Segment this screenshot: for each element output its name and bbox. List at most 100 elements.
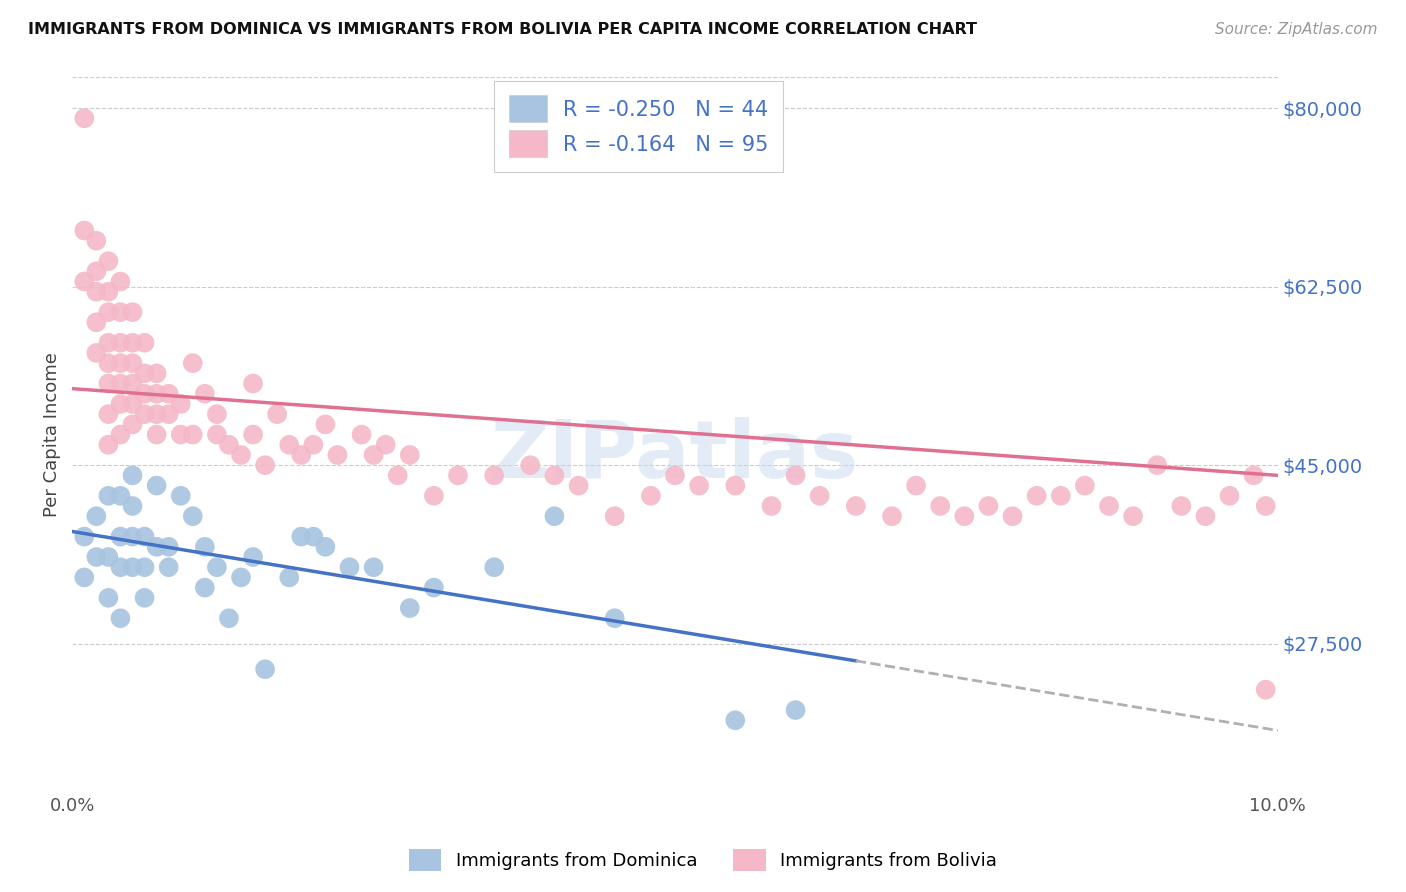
Point [134, 591, 156, 605]
Point [97, 407, 120, 421]
Point [339, 560, 361, 574]
Point [953, 509, 976, 524]
Point [194, 540, 217, 554]
Point [121, 530, 143, 544]
Point [110, 560, 132, 574]
Point [181, 427, 204, 442]
Point [314, 417, 336, 432]
Point [1170, 499, 1192, 513]
Point [157, 407, 180, 421]
Point [929, 499, 952, 513]
Point [567, 478, 589, 492]
Point [110, 305, 132, 319]
Point [73, 223, 96, 237]
Point [134, 530, 156, 544]
Point [194, 386, 217, 401]
Point [97, 438, 120, 452]
Point [145, 478, 167, 492]
Point [326, 448, 349, 462]
Point [97, 591, 120, 605]
Point [145, 367, 167, 381]
Point [110, 530, 132, 544]
Point [603, 611, 626, 625]
Point [1098, 499, 1121, 513]
Point [374, 438, 396, 452]
Point [145, 540, 167, 554]
Point [543, 509, 565, 524]
Point [1049, 489, 1071, 503]
Point [121, 560, 143, 574]
Point [724, 478, 747, 492]
Point [278, 570, 301, 584]
Point [447, 468, 470, 483]
Point [664, 468, 686, 483]
Point [1122, 509, 1144, 524]
Point [110, 489, 132, 503]
Text: IMMIGRANTS FROM DOMINICA VS IMMIGRANTS FROM BOLIVIA PER CAPITA INCOME CORRELATIO: IMMIGRANTS FROM DOMINICA VS IMMIGRANTS F… [28, 22, 977, 37]
Point [86, 264, 108, 278]
Point [205, 407, 228, 421]
Point [266, 407, 288, 421]
Point [86, 346, 108, 360]
Text: ZIPatlas: ZIPatlas [491, 417, 859, 495]
Text: Source: ZipAtlas.com: Source: ZipAtlas.com [1215, 22, 1378, 37]
Point [134, 386, 156, 401]
Point [1194, 509, 1216, 524]
Point [121, 417, 143, 432]
Point [363, 560, 385, 574]
Point [1074, 478, 1097, 492]
Point [1146, 458, 1168, 473]
Point [121, 335, 143, 350]
Point [110, 376, 132, 391]
Point [229, 570, 252, 584]
Point [97, 356, 120, 370]
Point [145, 386, 167, 401]
Point [73, 112, 96, 126]
Point [242, 549, 264, 564]
Point [121, 356, 143, 370]
Point [170, 489, 193, 503]
Point [145, 427, 167, 442]
Point [110, 611, 132, 625]
Point [181, 509, 204, 524]
Point [86, 315, 108, 329]
Point [134, 560, 156, 574]
Legend: R = -0.250   N = 44, R = -0.164   N = 95: R = -0.250 N = 44, R = -0.164 N = 95 [495, 80, 783, 172]
Point [110, 335, 132, 350]
Point [254, 662, 277, 676]
Point [205, 560, 228, 574]
Point [761, 499, 783, 513]
Point [170, 397, 193, 411]
Point [194, 581, 217, 595]
Y-axis label: Per Capita Income: Per Capita Income [44, 352, 60, 517]
Point [905, 478, 928, 492]
Point [170, 427, 193, 442]
Point [845, 499, 868, 513]
Point [363, 448, 385, 462]
Point [785, 468, 807, 483]
Point [387, 468, 409, 483]
Point [1254, 499, 1277, 513]
Point [121, 499, 143, 513]
Point [97, 549, 120, 564]
Point [97, 305, 120, 319]
Point [121, 397, 143, 411]
Point [519, 458, 541, 473]
Point [808, 489, 831, 503]
Point [86, 549, 108, 564]
Point [278, 438, 301, 452]
Point [688, 478, 710, 492]
Point [134, 367, 156, 381]
Point [290, 530, 312, 544]
Point [880, 509, 903, 524]
Point [86, 285, 108, 299]
Point [350, 427, 373, 442]
Point [121, 468, 143, 483]
Point [423, 489, 446, 503]
Point [97, 489, 120, 503]
Point [398, 448, 420, 462]
Point [254, 458, 277, 473]
Point [157, 540, 180, 554]
Point [398, 601, 420, 615]
Point [205, 427, 228, 442]
